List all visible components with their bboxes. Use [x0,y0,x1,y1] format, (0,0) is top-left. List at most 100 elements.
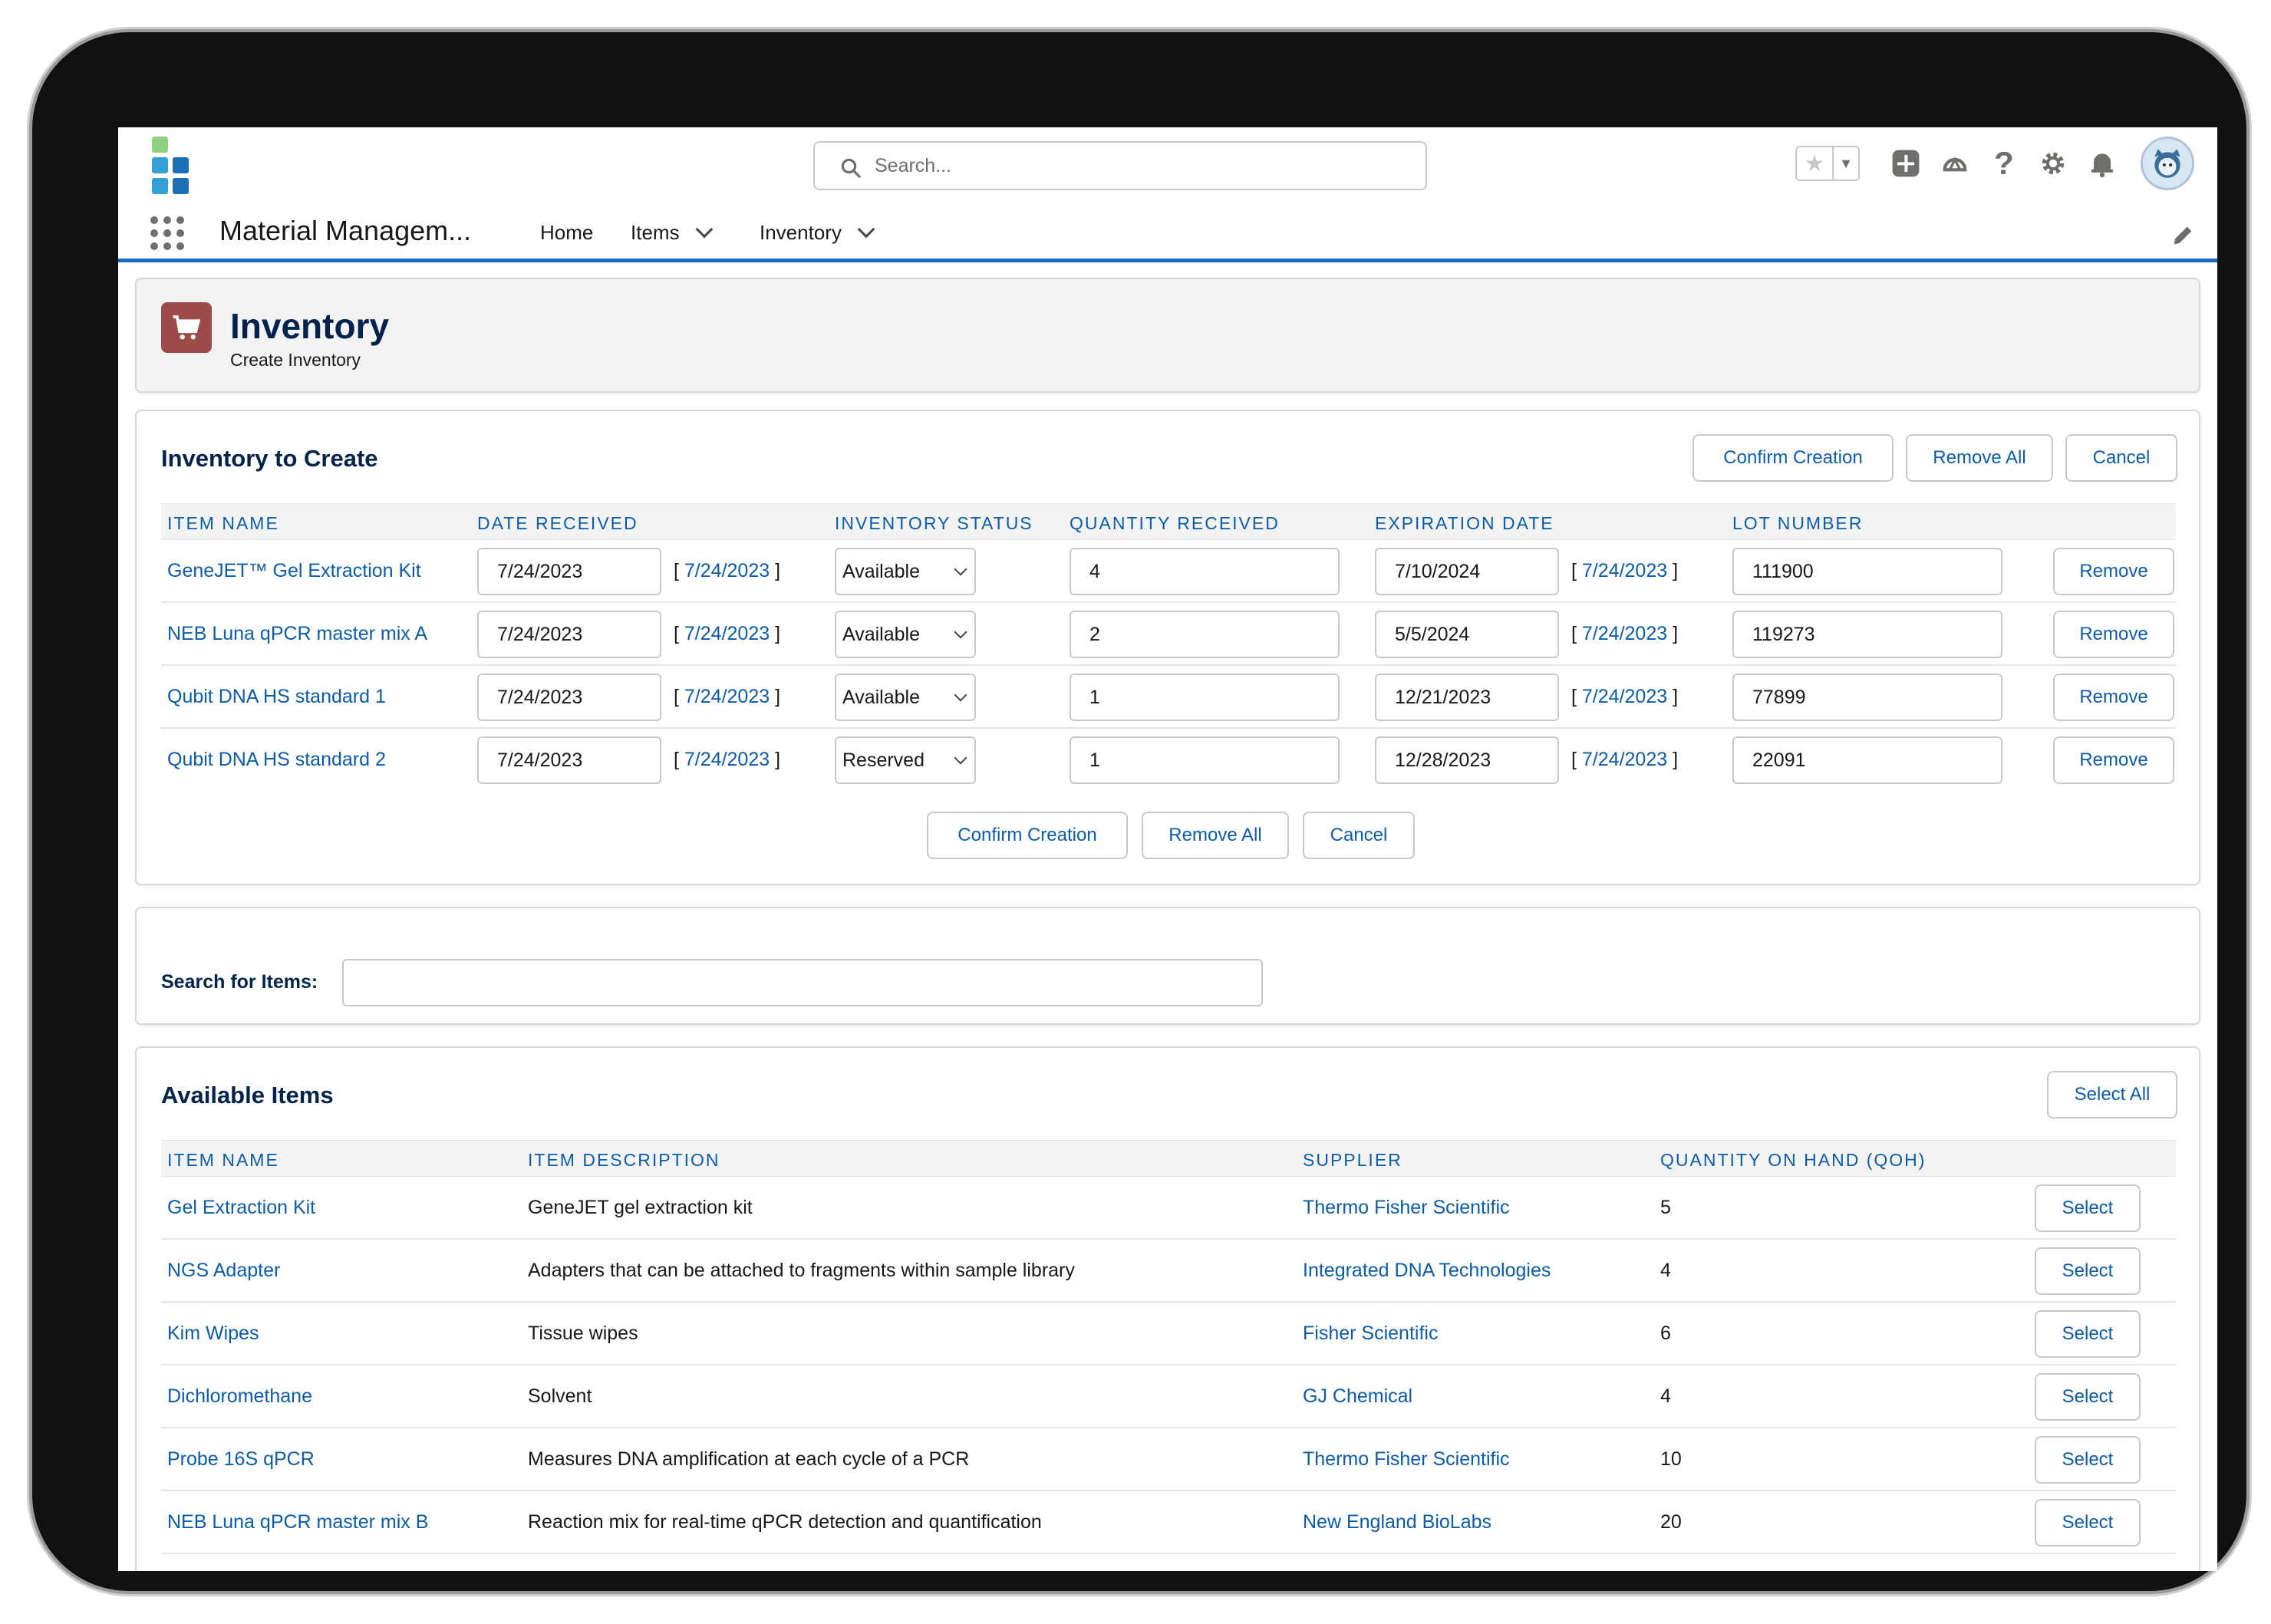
lot-number-input[interactable]: 119273 [1732,611,2002,658]
app-nav-bar: Material Managem... Home Items Inventory [118,201,2217,262]
qoh-value: 5 [1660,1197,1671,1218]
search-items-input[interactable] [342,959,1263,1006]
nav-item-label: Items [631,221,680,244]
supplier-link[interactable]: Integrated DNA Technologies [1303,1260,1551,1281]
expiration-date-input[interactable]: 12/21/2023 [1375,674,1559,721]
expiration-default-link[interactable]: 7/24/2023 [1581,686,1668,707]
remove-row-button[interactable]: Remove [2053,674,2174,721]
expiration-date-input[interactable]: 12/28/2023 [1375,736,1559,784]
item-name-link[interactable]: Dichloromethane [167,1385,312,1407]
item-name-link[interactable]: NEB Luna qPCR master mix A [167,623,428,644]
select-all-button[interactable]: Select All [2047,1071,2177,1118]
table-row: NGS Adapter Adapters that can be attache… [161,1240,2176,1303]
supplier-link[interactable]: Thermo Fisher Scientific [1303,1448,1510,1470]
remove-row-button[interactable]: Remove [2053,611,2174,658]
inventory-status-select[interactable]: Reserved [835,736,976,784]
date-received-input[interactable]: 7/24/2023 [477,674,661,721]
item-description: Adapters that can be attached to fragmen… [528,1260,1075,1281]
remove-all-button[interactable]: Remove All [1906,434,2053,482]
supplier-link[interactable]: GJ Chemical [1303,1385,1413,1407]
cancel-button-bottom[interactable]: Cancel [1303,812,1415,859]
item-description: Tissue wipes [528,1323,638,1344]
date-received-default-link[interactable]: 7/24/2023 [684,686,770,707]
item-name-link[interactable]: NEB Luna qPCR master mix B [167,1511,429,1533]
inventory-status-select[interactable]: Available [835,548,976,595]
remove-row-button[interactable]: Remove [2053,548,2174,595]
table-row: Gel Extraction Kit GeneJET gel extractio… [161,1177,2176,1240]
item-name-link[interactable]: Probe 16S qPCR [167,1448,315,1470]
select-item-button[interactable]: Select [2035,1436,2141,1484]
favorites-star-icon[interactable]: ★ [1797,147,1834,180]
chevron-down-icon[interactable] [857,220,875,238]
select-item-button[interactable]: Select [2035,1310,2141,1358]
qoh-value: 4 [1660,1385,1671,1407]
select-item-button[interactable]: Select [2035,1247,2141,1295]
global-search-input[interactable]: Search... [813,141,1427,190]
item-name-link[interactable]: GeneJET™ Gel Extraction Kit [167,560,421,581]
item-name-link[interactable]: Kim Wipes [167,1323,259,1344]
nav-item-inventory[interactable]: Inventory [760,220,875,245]
notifications-bell-icon[interactable] [2078,139,2127,188]
date-received-default-link[interactable]: 7/24/2023 [684,560,770,581]
lot-number-input[interactable]: 22091 [1732,736,2002,784]
inventory-status-select[interactable]: Available [835,674,976,721]
qoh-value: 10 [1660,1448,1682,1470]
lot-number-input[interactable]: 77899 [1732,674,2002,721]
help-icon[interactable]: ? [1994,145,2014,181]
app-launcher-icon[interactable] [150,216,184,250]
status-value: Available [842,623,921,645]
item-name-link[interactable]: Gel Extraction Kit [167,1197,316,1218]
trailhead-icon[interactable] [1930,139,1979,188]
confirm-creation-button-bottom[interactable]: Confirm Creation [927,812,1128,859]
table-row: Kim Wipes Tissue wipes Fisher Scientific… [161,1303,2176,1365]
remove-all-button-bottom[interactable]: Remove All [1142,812,1289,859]
column-header: Inventory Status [835,513,1033,533]
lot-number-input[interactable]: 111900 [1732,548,2002,595]
date-received-input[interactable]: 7/24/2023 [477,548,661,595]
select-item-button[interactable]: Select [2035,1184,2141,1232]
item-name-link[interactable]: Qubit DNA HS standard 1 [167,686,386,707]
cart-icon [161,302,212,353]
supplier-link[interactable]: Fisher Scientific [1303,1323,1439,1344]
column-header: Quantity On Hand (QOH) [1660,1150,1927,1170]
add-icon[interactable] [1881,139,1930,188]
setup-gear-icon[interactable] [2029,139,2078,188]
cancel-button[interactable]: Cancel [2065,434,2177,482]
expiration-date-input[interactable]: 7/10/2024 [1375,548,1559,595]
expiration-default-link[interactable]: 7/24/2023 [1581,560,1668,581]
remove-row-button[interactable]: Remove [2053,736,2174,784]
chevron-down-icon[interactable] [695,220,713,238]
item-name-link[interactable]: NGS Adapter [167,1260,281,1281]
nav-item-items[interactable]: Items [631,220,713,245]
table-row: Dichloromethane Solvent GJ Chemical 4 Se… [161,1365,2176,1428]
date-received-input[interactable]: 7/24/2023 [477,611,661,658]
quantity-received-input[interactable]: 1 [1070,674,1340,721]
quantity-received-input[interactable]: 2 [1070,611,1340,658]
app-screen: Search... ★ ▼ ? [118,127,2217,1571]
date-received-default-link[interactable]: 7/24/2023 [684,623,770,644]
chevron-down-icon [954,562,967,576]
date-received-input[interactable]: 7/24/2023 [477,736,661,784]
expiration-default-link[interactable]: 7/24/2023 [1581,749,1668,770]
user-avatar[interactable] [2141,137,2194,190]
inventory-status-select[interactable]: Available [835,611,976,658]
nav-item-home[interactable]: Home [540,221,593,245]
header-icons: ★ ▼ ? [1795,137,2194,190]
expiration-default-link[interactable]: 7/24/2023 [1581,623,1668,644]
favorites-group[interactable]: ★ ▼ [1795,146,1860,181]
table-row: Qubit DNA HS standard 1 7/24/2023 [ 7/24… [161,666,2176,729]
select-item-button[interactable]: Select [2035,1373,2141,1421]
confirm-creation-button[interactable]: Confirm Creation [1693,434,1894,482]
select-item-button[interactable]: Select [2035,1499,2141,1547]
edit-nav-icon[interactable] [2170,222,2196,249]
quantity-received-input[interactable]: 1 [1070,736,1340,784]
item-name-link[interactable]: Qubit DNA HS standard 2 [167,749,386,770]
supplier-link[interactable]: Thermo Fisher Scientific [1303,1197,1510,1218]
search-items-card: Search for Items: [135,907,2200,1025]
date-received-default-link[interactable]: 7/24/2023 [684,749,770,770]
expiration-date-input[interactable]: 5/5/2024 [1375,611,1559,658]
expiration-date-default: [ 7/24/2023 ] [1571,560,1679,581]
supplier-link[interactable]: New England BioLabs [1303,1511,1491,1533]
favorites-dropdown-icon[interactable]: ▼ [1839,155,1853,171]
quantity-received-input[interactable]: 4 [1070,548,1340,595]
